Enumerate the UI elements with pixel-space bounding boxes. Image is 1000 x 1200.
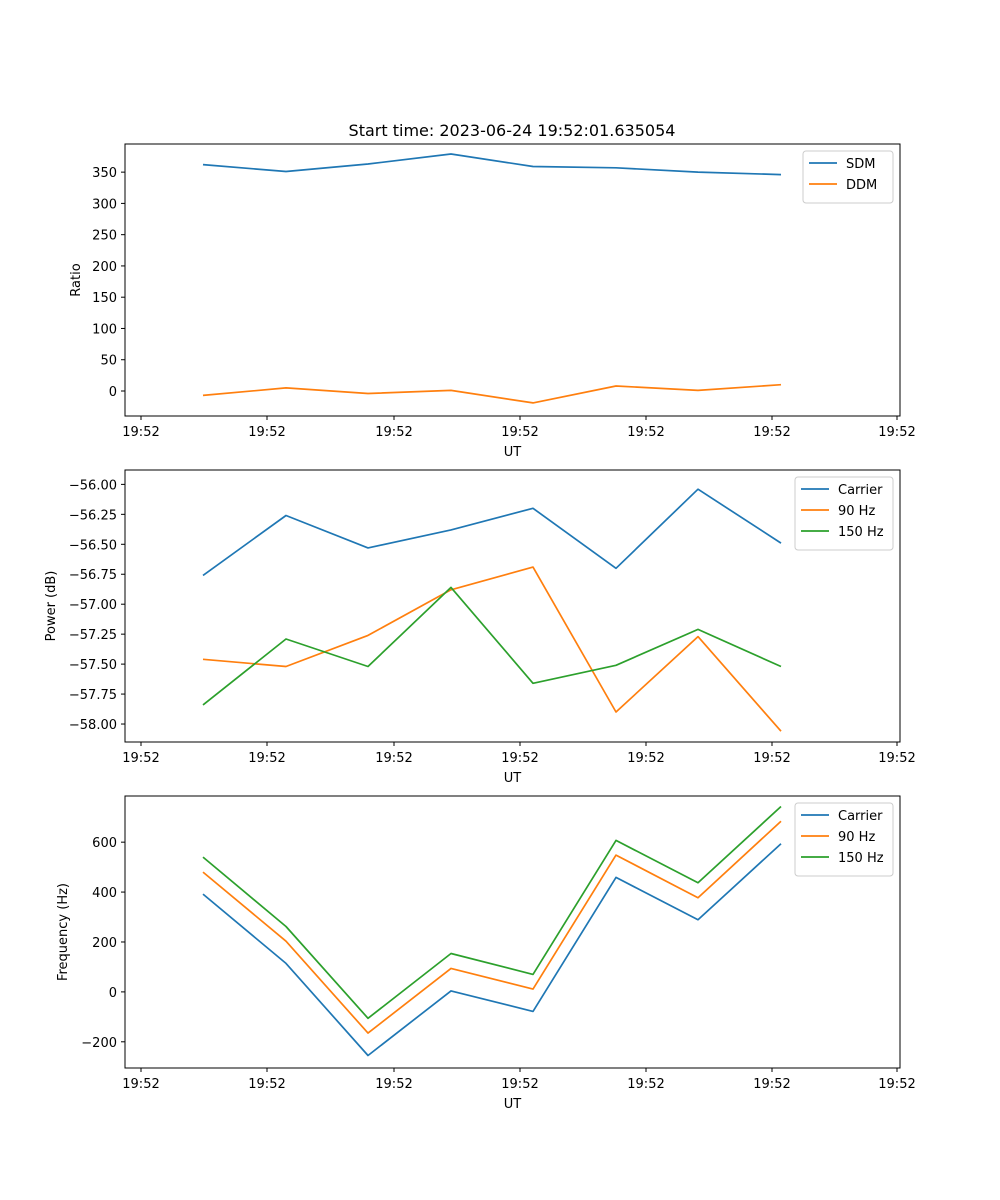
x-tick-label: 19:52 bbox=[627, 1077, 664, 1092]
x-tick-label: 19:52 bbox=[753, 425, 790, 440]
legend-label: 90 Hz bbox=[838, 830, 875, 845]
x-axis-label: UT bbox=[504, 445, 522, 460]
series-line-carrier bbox=[202, 488, 782, 577]
y-tick-label: 200 bbox=[92, 936, 117, 951]
x-tick-label: 19:52 bbox=[501, 751, 538, 766]
plot-panels: 19:52 19:52 19:52 19:52 19:52 19:52 19:52 UT 0 50… bbox=[44, 143, 916, 1112]
legend-label: 150 Hz bbox=[838, 525, 884, 540]
x-tick-label: 19:52 bbox=[753, 1077, 790, 1092]
y-tick-label: −58.00 bbox=[69, 718, 117, 733]
x-tick-label: 19:52 bbox=[501, 1077, 538, 1092]
legend-label: Carrier bbox=[838, 809, 883, 824]
series-line-ddm bbox=[202, 383, 782, 404]
x-axis-label: UT bbox=[504, 1097, 522, 1112]
y-tick-label: 100 bbox=[92, 322, 117, 337]
y-tick-label: 200 bbox=[92, 260, 117, 275]
x-axis-label: UT bbox=[504, 771, 522, 786]
series-line-90-hz bbox=[202, 820, 782, 1034]
figure-title: Start time: 2023-06-24 19:52:01.635054 bbox=[349, 121, 676, 140]
y-tick-label: −56.75 bbox=[69, 568, 117, 583]
y-tick-label: 50 bbox=[100, 354, 117, 369]
y-axis-label: Power (dB) bbox=[44, 571, 59, 642]
x-tick-label: 19:52 bbox=[878, 1077, 915, 1092]
axes-frame bbox=[124, 143, 901, 417]
series-line-sdm bbox=[202, 153, 782, 176]
legend-label: 90 Hz bbox=[838, 504, 875, 519]
series-line-150-hz bbox=[202, 805, 782, 1020]
x-tick-label: 19:52 bbox=[375, 425, 412, 440]
legend-label: Carrier bbox=[838, 483, 883, 498]
axes-frame bbox=[124, 795, 901, 1069]
x-tick-label: 19:52 bbox=[627, 425, 664, 440]
y-tick-label: 600 bbox=[92, 836, 117, 851]
plot-panel-1: 19:52 19:52 19:52 19:52 19:52 19:52 19:52 UT 0 50… bbox=[69, 143, 916, 460]
x-tick-label: 19:52 bbox=[878, 425, 915, 440]
x-tick-label: 19:52 bbox=[122, 751, 159, 766]
x-tick-label: 19:52 bbox=[248, 751, 285, 766]
series-line-90-hz bbox=[202, 566, 782, 732]
y-tick-label: −56.00 bbox=[69, 478, 117, 493]
y-tick-label: 0 bbox=[109, 385, 117, 400]
y-tick-label: −57.25 bbox=[69, 628, 117, 643]
y-tick-label: −57.50 bbox=[69, 658, 117, 673]
x-tick-label: 19:52 bbox=[248, 425, 285, 440]
y-tick-label: −57.00 bbox=[69, 598, 117, 613]
x-tick-label: 19:52 bbox=[878, 751, 915, 766]
y-tick-label: 0 bbox=[109, 986, 117, 1001]
x-tick-label: 19:52 bbox=[122, 1077, 159, 1092]
y-tick-label: −56.25 bbox=[69, 508, 117, 523]
axes-frame bbox=[124, 469, 901, 743]
y-tick-label: −56.50 bbox=[69, 538, 117, 553]
x-tick-label: 19:52 bbox=[248, 1077, 285, 1092]
legend: Carrier 90 Hz 150 Hz bbox=[794, 802, 894, 877]
y-tick-label: 300 bbox=[92, 197, 117, 212]
y-tick-label: 150 bbox=[92, 291, 117, 306]
y-tick-label: 250 bbox=[92, 229, 117, 244]
x-tick-label: 19:52 bbox=[122, 425, 159, 440]
legend-box bbox=[802, 150, 894, 204]
y-axis-label: Ratio bbox=[69, 263, 84, 296]
legend: SDM DDM bbox=[802, 150, 894, 204]
legend-label: SDM bbox=[846, 157, 875, 172]
series-line-150-hz bbox=[202, 586, 782, 706]
y-tick-label: −200 bbox=[81, 1036, 117, 1051]
legend-label: 150 Hz bbox=[838, 851, 884, 866]
y-tick-label: 350 bbox=[92, 166, 117, 181]
plot-panel-3: 19:52 19:52 19:52 19:52 19:52 19:52 19:52 UT −20… bbox=[56, 795, 916, 1112]
y-tick-label: −57.75 bbox=[69, 688, 117, 703]
y-tick-label: 400 bbox=[92, 886, 117, 901]
y-axis-label: Frequency (Hz) bbox=[56, 883, 71, 981]
series-line-carrier bbox=[202, 843, 782, 1057]
x-tick-label: 19:52 bbox=[501, 425, 538, 440]
plot-panel-2: 19:52 19:52 19:52 19:52 19:52 19:52 19:52 UT −58… bbox=[44, 469, 916, 786]
x-tick-label: 19:52 bbox=[375, 751, 412, 766]
legend: Carrier 90 Hz 150 Hz bbox=[794, 476, 894, 551]
legend-label: DDM bbox=[846, 178, 877, 193]
x-tick-label: 19:52 bbox=[627, 751, 664, 766]
x-tick-label: 19:52 bbox=[753, 751, 790, 766]
x-tick-label: 19:52 bbox=[375, 1077, 412, 1092]
